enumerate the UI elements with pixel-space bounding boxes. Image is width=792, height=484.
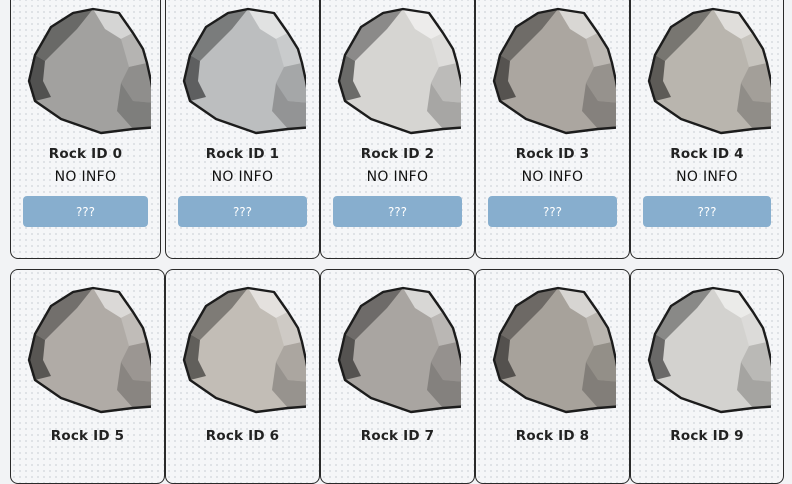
rock-name-2: Rock ID 2 <box>360 146 435 162</box>
rock-card-3: Rock ID 3 NO INFO ??? <box>475 0 630 259</box>
rock-card-6: Rock ID 6 <box>165 269 320 484</box>
rock-name-8: Rock ID 8 <box>515 428 590 444</box>
rock-image-9 <box>647 286 771 414</box>
rock-card-7: Rock ID 7 <box>320 269 475 484</box>
rock-name-5: Rock ID 5 <box>50 428 125 444</box>
rock-image-2 <box>337 7 461 135</box>
rock-info-1: NO INFO <box>211 169 274 185</box>
rock-card-4: Rock ID 4 NO INFO ??? <box>630 0 784 259</box>
rock-image-3 <box>492 7 616 135</box>
reveal-button-3[interactable]: ??? <box>488 196 617 227</box>
rock-image-4 <box>647 7 771 135</box>
rock-image-1 <box>182 7 306 135</box>
reveal-button-0[interactable]: ??? <box>23 196 148 227</box>
rock-name-6: Rock ID 6 <box>205 428 280 444</box>
rock-name-3: Rock ID 3 <box>515 146 590 162</box>
rock-image-5 <box>27 286 151 414</box>
rock-grid: Rock ID 0 NO INFO ??? Rock ID 1 NO INFO … <box>10 0 784 484</box>
rock-image-0 <box>27 7 151 135</box>
rock-card-8: Rock ID 8 <box>475 269 630 484</box>
rock-card-0: Rock ID 0 NO INFO ??? <box>10 0 161 259</box>
reveal-button-1[interactable]: ??? <box>178 196 307 227</box>
rock-image-6 <box>182 286 306 414</box>
rock-image-8 <box>492 286 616 414</box>
reveal-button-4[interactable]: ??? <box>643 196 771 227</box>
rock-name-9: Rock ID 9 <box>670 428 744 444</box>
rock-card-1: Rock ID 1 NO INFO ??? <box>165 0 320 259</box>
rock-card-5: Rock ID 5 <box>10 269 165 484</box>
rock-image-7 <box>337 286 461 414</box>
rock-info-2: NO INFO <box>366 169 429 185</box>
rock-name-7: Rock ID 7 <box>360 428 435 444</box>
reveal-button-2[interactable]: ??? <box>333 196 462 227</box>
rock-info-4: NO INFO <box>676 169 738 185</box>
rock-card-9: Rock ID 9 <box>630 269 784 484</box>
rock-info-3: NO INFO <box>521 169 584 185</box>
rock-name-4: Rock ID 4 <box>670 146 744 162</box>
rock-name-1: Rock ID 1 <box>205 146 280 162</box>
rock-name-0: Rock ID 0 <box>48 146 123 162</box>
rock-card-2: Rock ID 2 NO INFO ??? <box>320 0 475 259</box>
rock-info-0: NO INFO <box>54 169 117 185</box>
